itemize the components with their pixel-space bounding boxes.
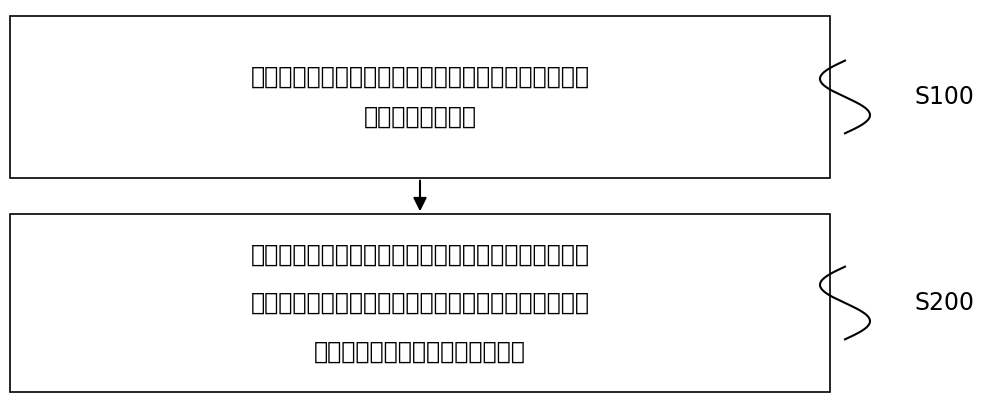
Text: 通过改变探测光相对于泵浦光的延时生成与太赫兹时域: 通过改变探测光相对于泵浦光的延时生成与太赫兹时域 [250,65,590,89]
Text: 出给双相锁相放大器获得耦合两路方向正交的太赫兹分: 出给双相锁相放大器获得耦合两路方向正交的太赫兹分 [250,291,590,315]
Bar [10,214,830,392]
Text: S200: S200 [915,291,975,315]
Text: S100: S100 [915,85,975,109]
Text: 量信号的探测信号，进行偏振检测: 量信号的探测信号，进行偏振检测 [314,339,526,364]
Bar [10,16,830,178]
Text: 电场对应的信号光: 电场对应的信号光 [364,105,477,129]
Text: 将信号光经分束镜分为两路，两路光线经光电探测后输: 将信号光经分束镜分为两路，两路光线经光电探测后输 [250,242,590,267]
